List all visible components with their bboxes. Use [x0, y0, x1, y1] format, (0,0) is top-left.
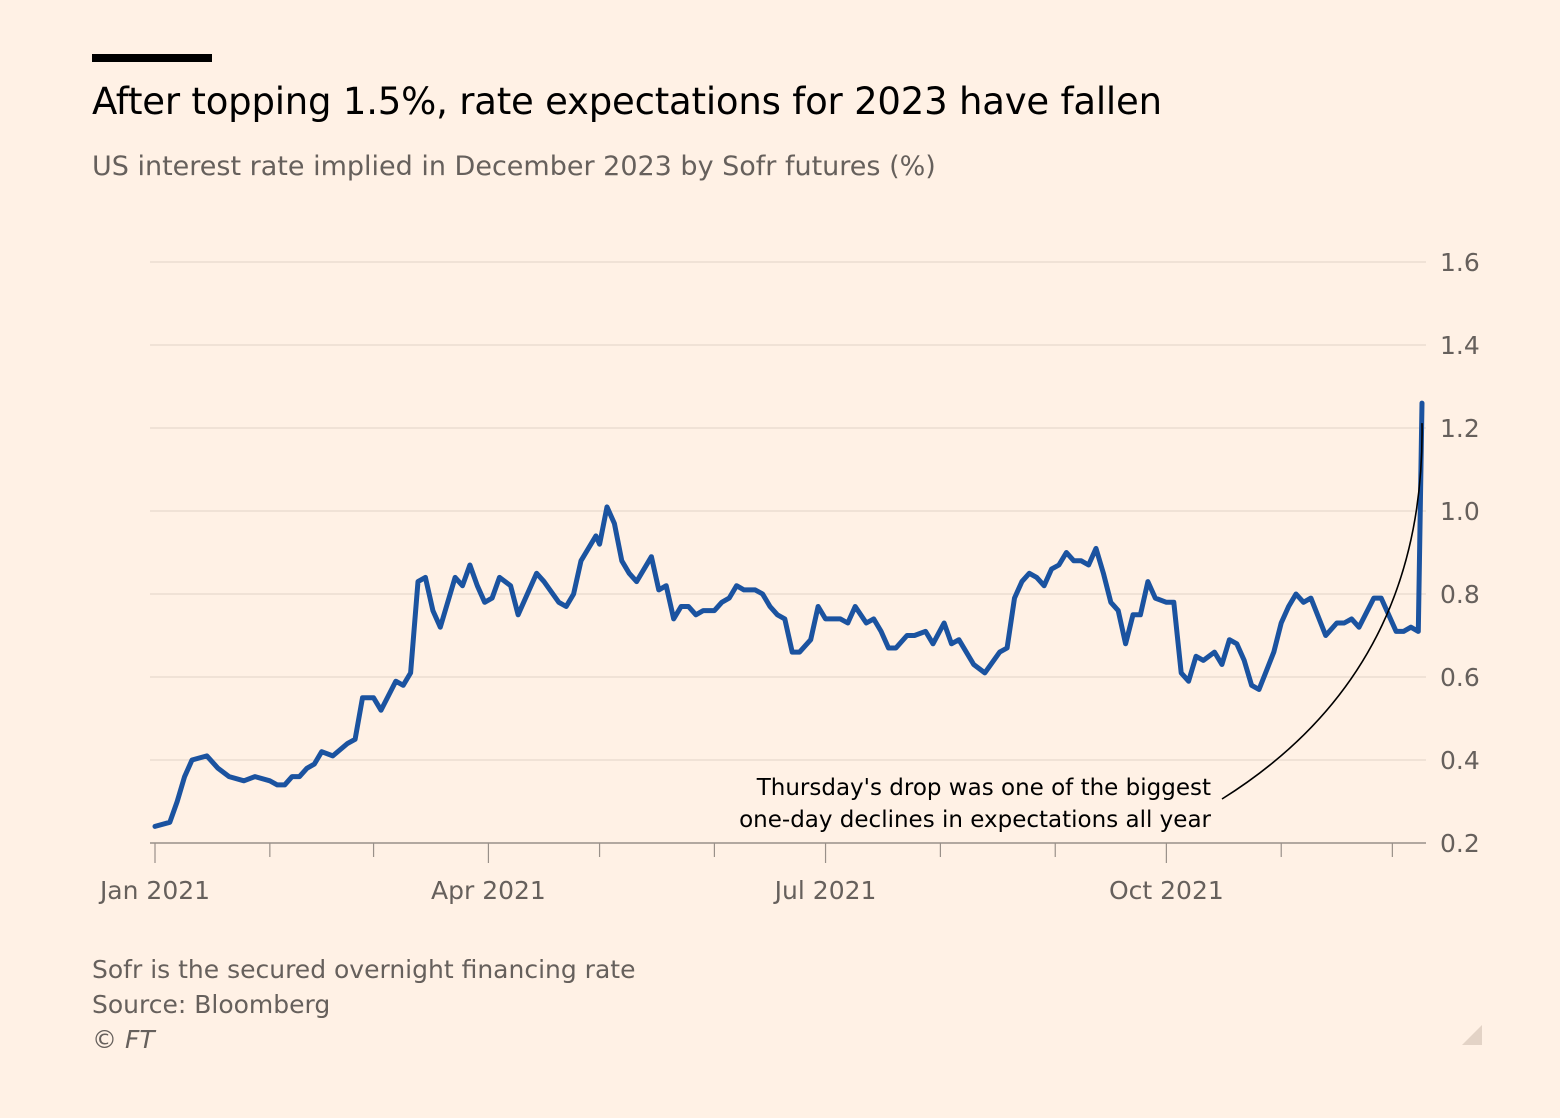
x-tick-label: Apr 2021	[431, 876, 546, 905]
source-note: Source: Bloomberg	[92, 990, 331, 1019]
resize-corner-icon[interactable]	[1462, 1025, 1482, 1045]
footnote: Sofr is the secured overnight financing …	[92, 955, 636, 984]
x-tick-label: Jul 2021	[773, 876, 877, 905]
y-tick-label: 0.6	[1440, 663, 1480, 692]
x-tick-label: Jan 2021	[98, 876, 210, 905]
chart-subtitle: US interest rate implied in December 202…	[92, 151, 936, 182]
x-tick-label: Oct 2021	[1109, 876, 1224, 905]
annotation-text: one-day declines in expectations all yea…	[739, 807, 1211, 833]
chart-title: After topping 1.5%, rate expectations fo…	[92, 80, 1162, 123]
y-tick-label: 0.4	[1440, 746, 1480, 775]
y-tick-label: 1.2	[1440, 414, 1480, 443]
annotation-leader-line	[1221, 423, 1423, 800]
y-tick-label: 1.0	[1440, 497, 1480, 526]
chart-footer: Sofr is the secured overnight financing …	[92, 952, 635, 1057]
y-tick-label: 0.8	[1440, 580, 1480, 609]
annotation-text: Thursday's drop was one of the biggest	[756, 775, 1211, 801]
title-accent-bar	[92, 54, 212, 62]
y-tick-label: 1.4	[1440, 331, 1480, 360]
series-line	[152, 400, 1425, 829]
y-tick-label: 1.6	[1440, 248, 1480, 277]
copyright: © FT	[92, 1025, 155, 1054]
y-tick-label: 0.2	[1440, 829, 1480, 858]
